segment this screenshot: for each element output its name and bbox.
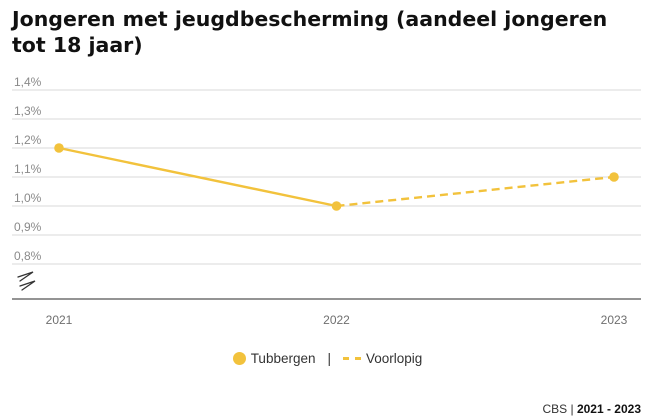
legend-item-tubbergen[interactable]: Tubbergen — [232, 351, 316, 366]
series-segment — [58, 146, 337, 208]
series-segment-provisional — [336, 175, 615, 208]
chart-title: Jongeren met jeugdbescherming (aandeel j… — [12, 7, 608, 57]
y-tick-label: 0,9% — [14, 220, 42, 234]
x-tick-label: 2022 — [323, 313, 350, 327]
x-tick-label: 2021 — [46, 313, 73, 327]
series-tubbergen — [54, 143, 619, 211]
legend-separator: | — [327, 351, 332, 366]
y-axis-ticks: 1,4% 1,3% 1,2% 1,1% 1,0% 0,9% 0,8% — [14, 75, 42, 263]
source-separator: | — [570, 402, 574, 416]
data-point[interactable] — [54, 143, 64, 153]
source-period: 2021 - 2023 — [576, 402, 641, 416]
y-tick-label: 1,1% — [14, 162, 42, 176]
data-point[interactable] — [331, 201, 342, 211]
x-axis-ticks: 2021 2022 2023 — [46, 313, 628, 327]
legend-dot-icon — [232, 352, 246, 365]
grid-lines — [12, 89, 641, 265]
legend-label-tubbergen: Tubbergen — [250, 351, 316, 366]
legend: Tubbergen | Voorlopig — [0, 351, 655, 366]
source-credit: CBS | 2021 - 2023 — [542, 402, 641, 416]
legend-item-voorlopig[interactable]: Voorlopig — [343, 351, 422, 366]
legend-dash-icon — [343, 357, 362, 360]
data-point[interactable] — [609, 172, 619, 182]
x-tick-label: 2023 — [601, 313, 628, 327]
y-tick-label: 1,0% — [14, 191, 42, 205]
y-tick-label: 1,3% — [14, 104, 42, 118]
y-tick-label: 0,8% — [14, 249, 42, 263]
y-tick-label: 1,4% — [14, 75, 42, 89]
axis-break-icon — [17, 271, 36, 291]
legend-label-voorlopig: Voorlopig — [366, 351, 423, 366]
source-label: CBS — [542, 402, 568, 416]
axis-break-mark — [17, 271, 36, 291]
y-tick-label: 1,2% — [14, 133, 42, 147]
